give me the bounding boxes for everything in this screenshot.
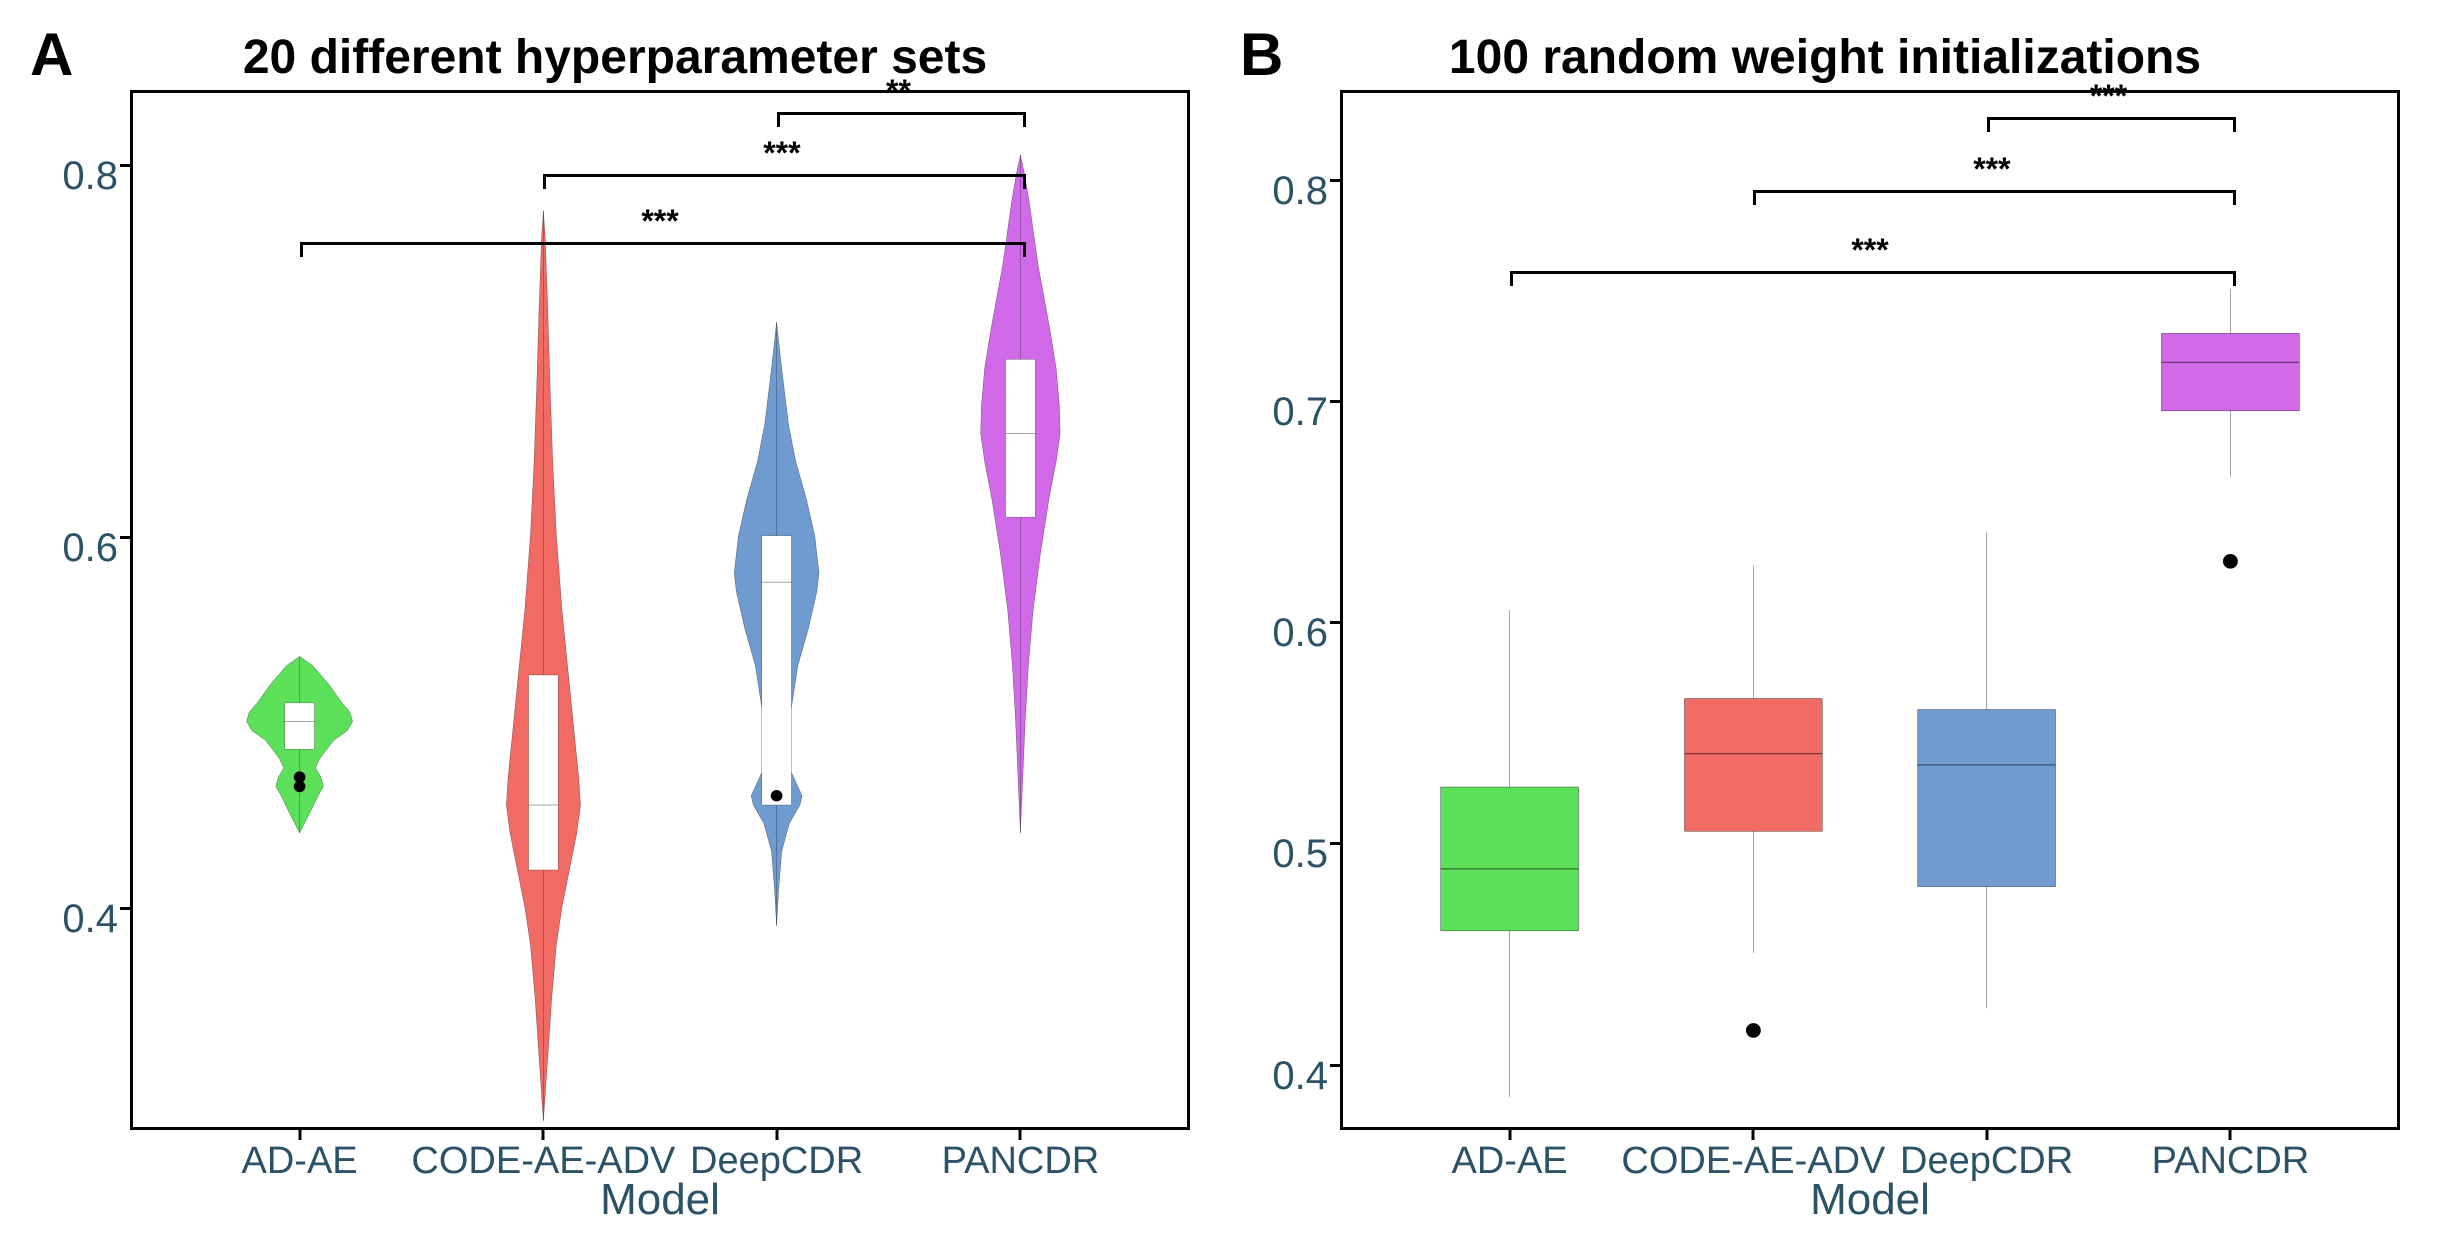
box-PANCDR bbox=[2162, 333, 2300, 410]
panel-a-plot: TCGA AUC 0.40.60.8AD-AECODE-AE-ADVDeepCD… bbox=[130, 90, 1190, 1220]
panel-b-title: 100 random weight initializations bbox=[1220, 30, 2430, 85]
y-tick-mark bbox=[1330, 842, 1340, 845]
box-AD-AE bbox=[1441, 787, 1579, 931]
x-tick-mark bbox=[1985, 1130, 1988, 1140]
y-tick-label: 0.4 bbox=[62, 897, 118, 917]
y-tick-label: 0.6 bbox=[62, 526, 118, 546]
significance-bracket bbox=[300, 242, 1027, 257]
significance-bracket bbox=[777, 112, 1027, 127]
y-tick-label: 0.7 bbox=[1272, 390, 1328, 410]
x-tick-mark bbox=[298, 1130, 301, 1140]
panel-b-letter: B bbox=[1240, 20, 1283, 89]
x-tick-mark bbox=[1752, 1130, 1755, 1140]
significance-label: *** bbox=[1973, 151, 2010, 188]
significance-label: *** bbox=[2090, 78, 2127, 115]
panel-b: B 100 random weight initializations TCGA… bbox=[1220, 20, 2430, 1250]
box-CODE-AE-ADV bbox=[1685, 699, 1823, 832]
panel-a-xlabel: Model bbox=[600, 1175, 720, 1225]
inner-box bbox=[762, 536, 792, 805]
y-tick-mark bbox=[120, 536, 130, 539]
significance-bracket bbox=[543, 174, 1026, 189]
outlier-point bbox=[2223, 554, 2238, 569]
x-tick-mark bbox=[542, 1130, 545, 1140]
y-tick-mark bbox=[1330, 621, 1340, 624]
y-tick-mark bbox=[1330, 400, 1340, 403]
y-tick-label: 0.8 bbox=[1272, 169, 1328, 189]
significance-label: *** bbox=[1851, 232, 1888, 269]
outlier-point bbox=[771, 790, 783, 801]
y-tick-label: 0.8 bbox=[62, 154, 118, 174]
panel-a: A 20 different hyperparameter sets TCGA … bbox=[10, 20, 1220, 1250]
outlier-point bbox=[294, 771, 306, 782]
inner-box bbox=[1006, 359, 1036, 517]
x-tick-label: PANCDR bbox=[2152, 1140, 2310, 1183]
y-tick-label: 0.5 bbox=[1272, 832, 1328, 852]
y-tick-mark bbox=[120, 907, 130, 910]
x-tick-mark bbox=[775, 1130, 778, 1140]
panel-b-xlabel: Model bbox=[1810, 1175, 1930, 1225]
significance-bracket bbox=[1987, 117, 2237, 132]
significance-label: *** bbox=[641, 203, 678, 240]
x-tick-label: AD-AE bbox=[242, 1140, 358, 1183]
figure: A 20 different hyperparameter sets TCGA … bbox=[0, 0, 2440, 1260]
panel-b-plot: TCGA AUC 0.40.50.60.70.8AD-AECODE-AE-ADV… bbox=[1340, 90, 2400, 1220]
inner-box bbox=[529, 675, 559, 870]
panel-a-letter: A bbox=[30, 20, 73, 89]
inner-box bbox=[285, 703, 315, 749]
significance-label: ** bbox=[886, 73, 911, 110]
y-tick-mark bbox=[120, 164, 130, 167]
y-tick-mark bbox=[1330, 179, 1340, 182]
significance-bracket bbox=[1510, 271, 2237, 286]
panel-a-title: 20 different hyperparameter sets bbox=[10, 30, 1220, 85]
y-tick-mark bbox=[1330, 1064, 1340, 1067]
x-tick-mark bbox=[2229, 1130, 2232, 1140]
y-tick-label: 0.4 bbox=[1272, 1054, 1328, 1074]
box-DeepCDR bbox=[1918, 710, 2056, 887]
y-tick-label: 0.6 bbox=[1272, 611, 1328, 631]
significance-label: *** bbox=[763, 135, 800, 172]
x-tick-label: PANCDR bbox=[942, 1140, 1100, 1183]
x-tick-mark bbox=[1019, 1130, 1022, 1140]
outlier-point bbox=[1746, 1023, 1761, 1038]
x-tick-mark bbox=[1508, 1130, 1511, 1140]
significance-bracket bbox=[1753, 190, 2236, 205]
x-tick-label: AD-AE bbox=[1452, 1140, 1568, 1183]
